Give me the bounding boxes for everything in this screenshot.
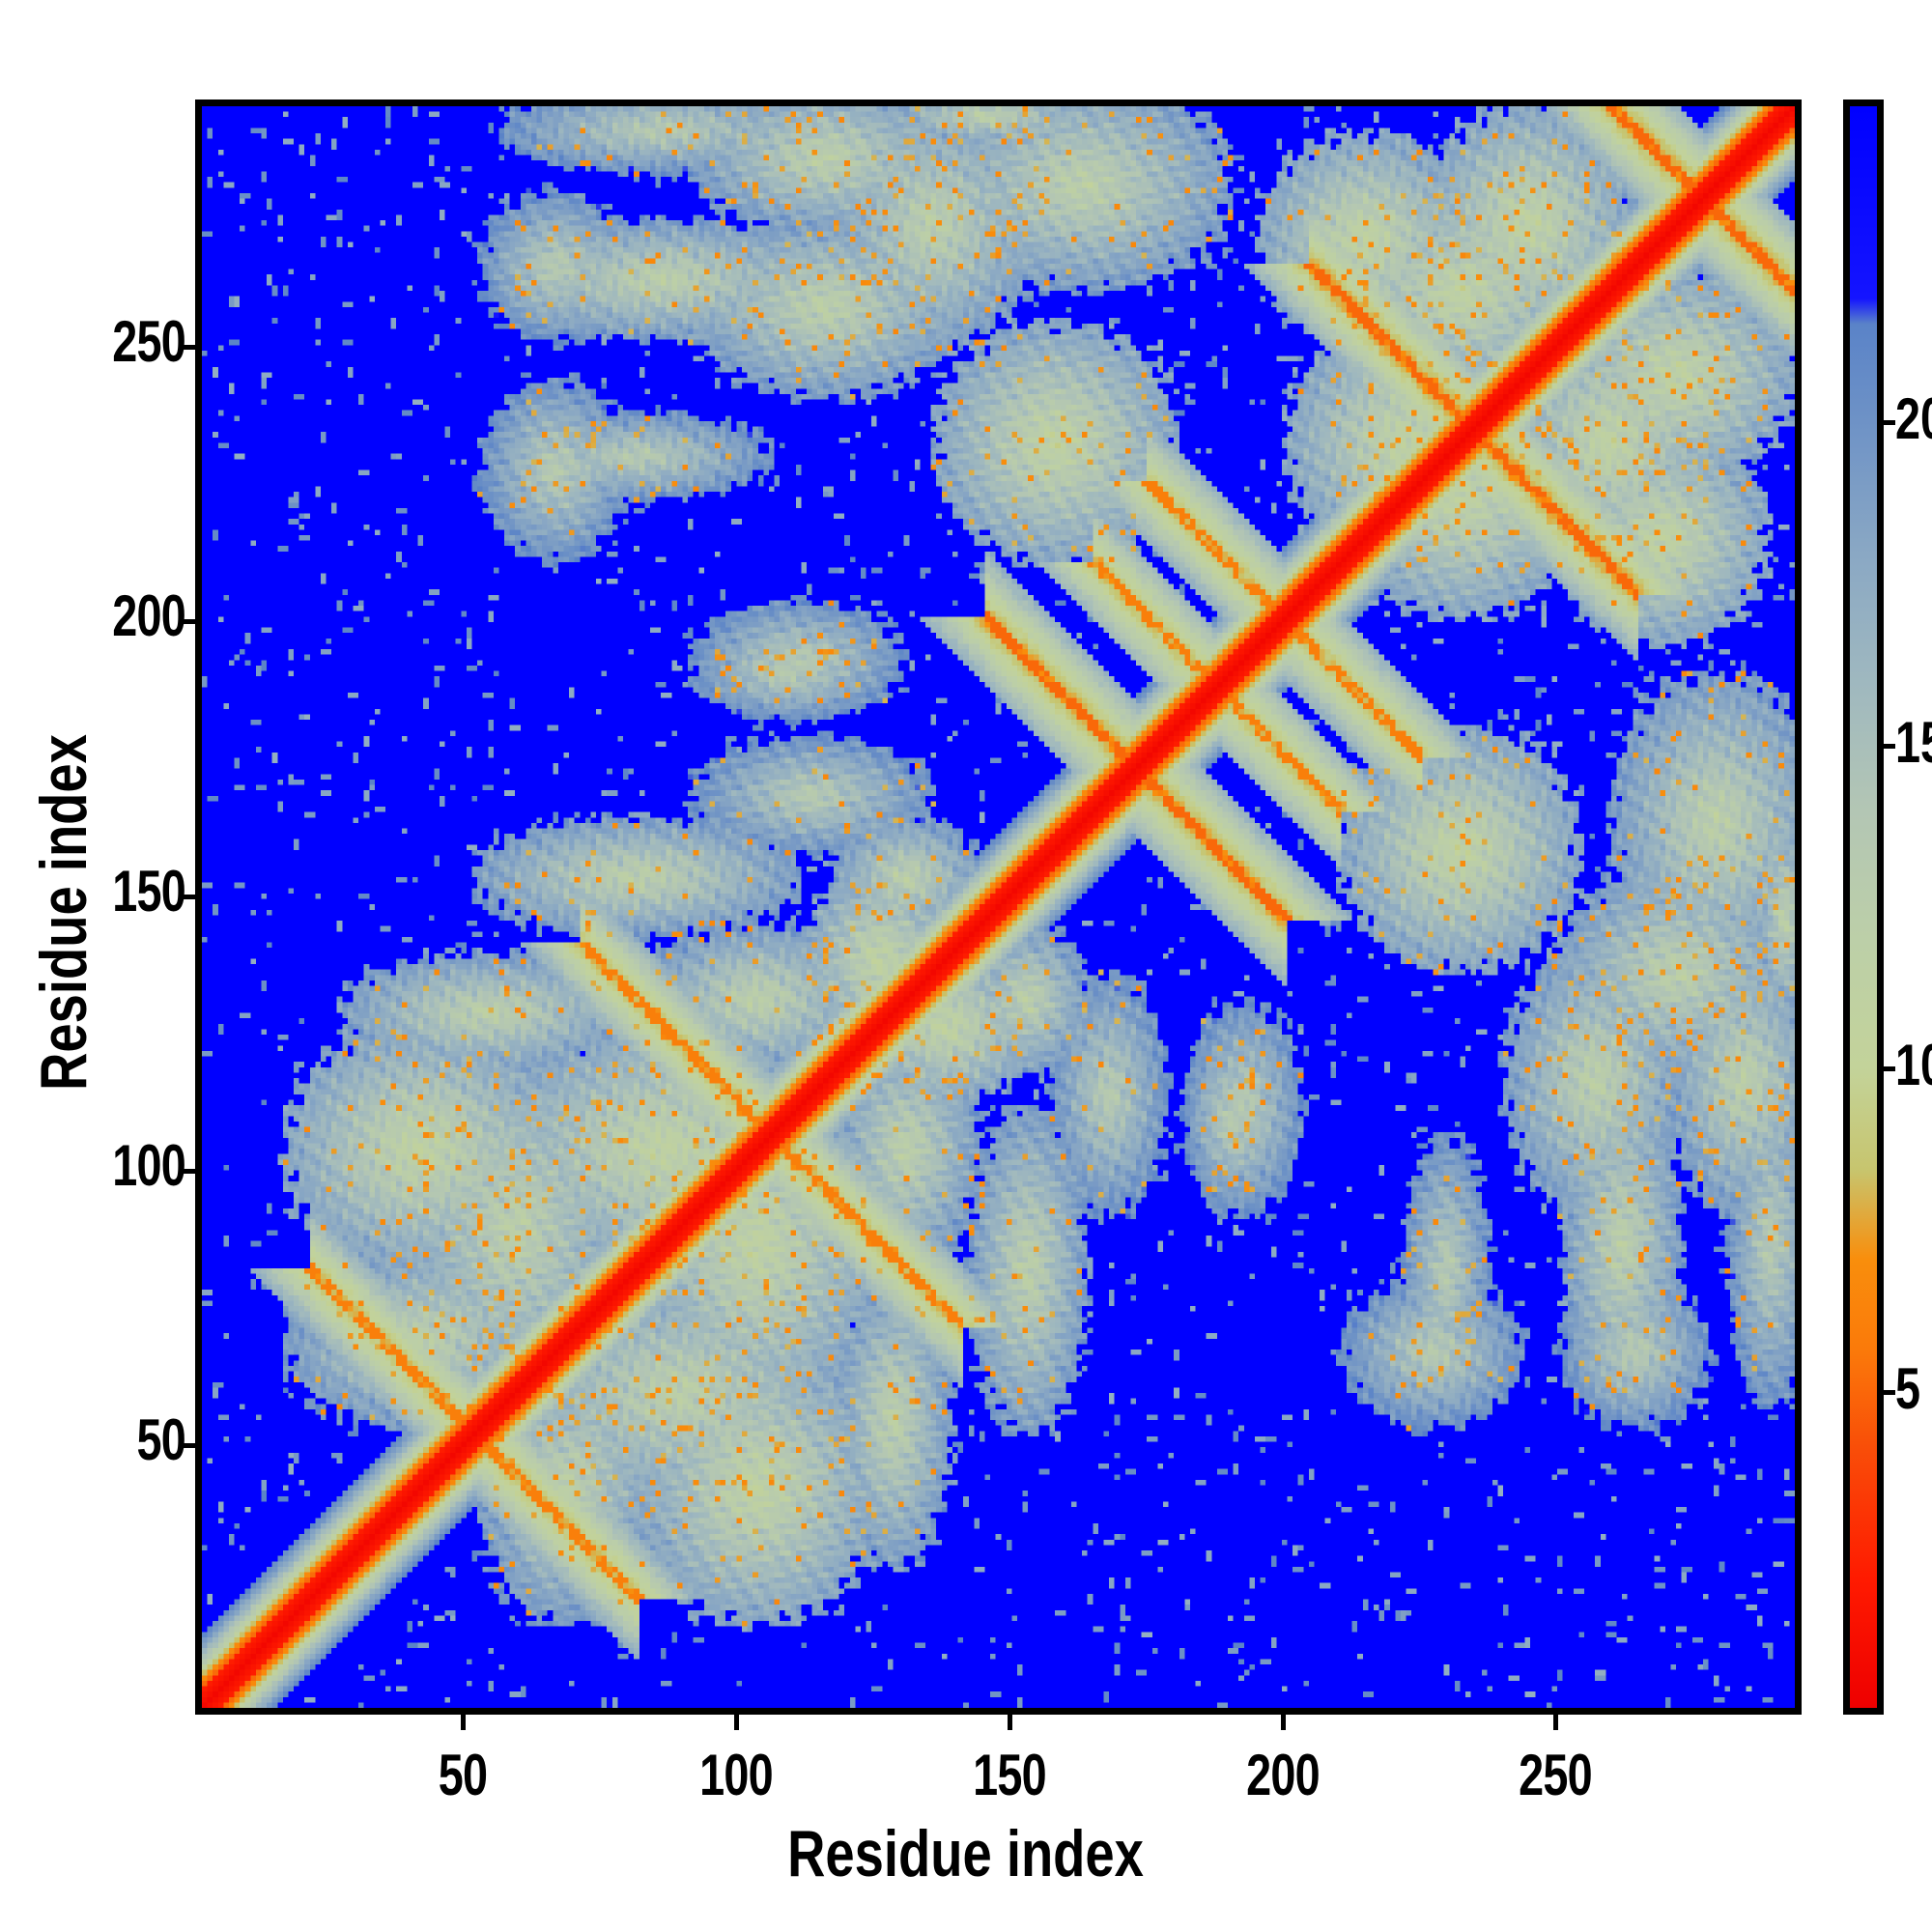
y-tick-mark: [184, 1168, 200, 1174]
colorbar-tick-label: 20: [1895, 386, 1932, 452]
x-tick-mark: [1553, 1714, 1559, 1730]
x-tick-mark: [1280, 1714, 1286, 1730]
residue-distance-heatmap[interactable]: [202, 106, 1795, 1708]
y-tick-label: 50: [136, 1407, 185, 1473]
x-tick-mark: [461, 1714, 467, 1730]
y-tick-mark: [184, 619, 200, 625]
y-tick-label: 100: [112, 1132, 186, 1198]
colorbar-tick-mark: [1882, 743, 1895, 749]
y-tick-mark: [184, 1443, 200, 1449]
y-axis-title: Residue index: [26, 104, 101, 1719]
y-tick-label: 200: [112, 583, 186, 649]
x-axis-title-text: Residue index: [787, 1817, 1145, 1890]
y-axis-title-text: Residue index: [27, 733, 100, 1091]
x-tick-label: 150: [972, 1743, 1047, 1807]
colorbar-gradient: [1850, 106, 1877, 1708]
x-tick-label: 100: [699, 1743, 774, 1807]
heatmap-plot-area[interactable]: [195, 99, 1802, 1715]
colorbar-tick-label: 10: [1895, 1033, 1932, 1098]
y-tick-mark: [184, 344, 200, 350]
colorbar-tick-label: 15: [1895, 709, 1932, 775]
x-tick-label: 250: [1519, 1743, 1594, 1807]
x-tick-mark: [1007, 1714, 1012, 1730]
y-tick-label: 250: [112, 308, 186, 374]
colorbar-tick-mark: [1882, 1066, 1895, 1072]
x-tick-label: 50: [438, 1743, 488, 1807]
x-tick-mark: [733, 1714, 739, 1730]
colorbar-tick-label: 5: [1895, 1355, 1921, 1421]
y-tick-mark: [184, 894, 200, 899]
colorbar[interactable]: [1843, 99, 1884, 1715]
y-tick-label: 150: [112, 858, 186, 923]
x-tick-label: 200: [1245, 1743, 1321, 1807]
x-axis-title: Residue index: [0, 1816, 1932, 1891]
colorbar-tick-mark: [1882, 420, 1895, 426]
colorbar-tick-mark: [1882, 1389, 1895, 1395]
